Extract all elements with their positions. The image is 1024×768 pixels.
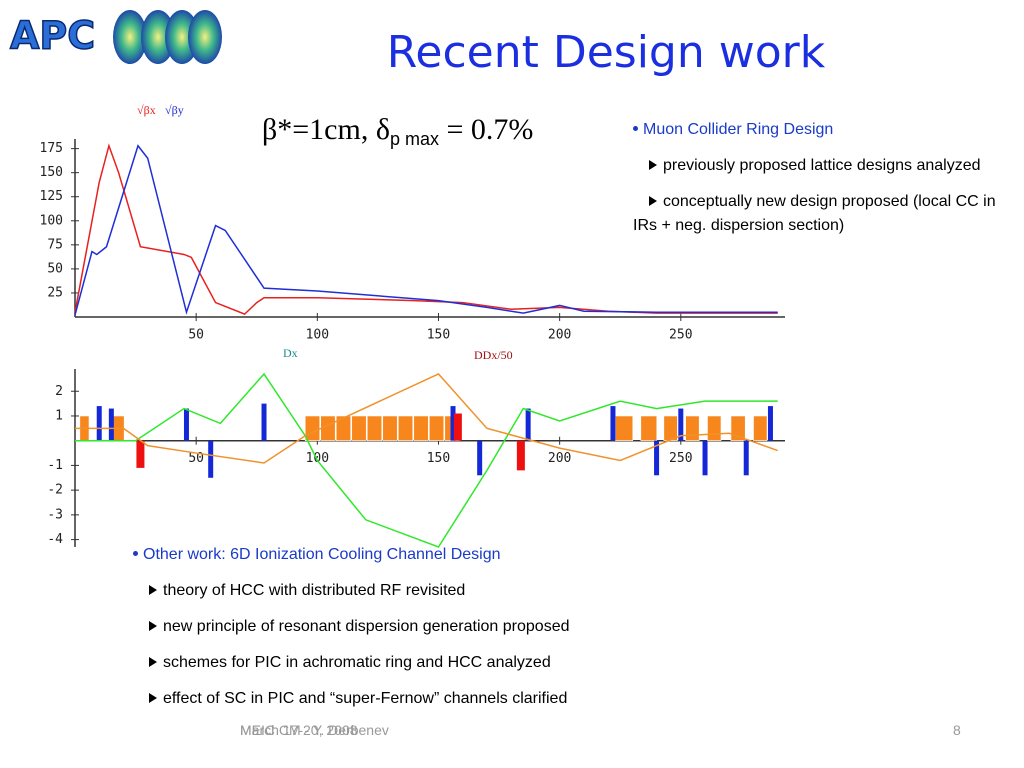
bottom-notes: Other work: 6D Ionization Cooling Channe… (133, 543, 753, 711)
series-line (75, 372, 778, 548)
y-tick-label: 125 (40, 189, 63, 204)
x-tick-label: 100 (306, 328, 329, 343)
quadrupole (702, 440, 708, 476)
y-tick-label: 2 (55, 384, 63, 399)
dipole (663, 415, 678, 441)
dipole (428, 415, 445, 441)
quadrupole (743, 440, 749, 476)
footer-date: March 17-20, 2008 (240, 722, 358, 738)
y-tick-label: 25 (47, 285, 63, 300)
quadrupole (525, 408, 531, 441)
note-heading: Other work: 6D Ionization Cooling Channe… (133, 543, 753, 567)
dipole (685, 415, 700, 441)
sextupole (136, 440, 145, 468)
dipole (615, 415, 634, 441)
y-tick-label: 100 (40, 213, 63, 228)
x-tick-label: 250 (669, 328, 692, 343)
formula: β*=1cm, δp max = 0.7% (262, 113, 533, 149)
x-tick-label: 50 (188, 328, 204, 343)
legend-label: √βy (165, 103, 184, 117)
dipole (304, 415, 321, 441)
formula-sub: p max (390, 129, 439, 149)
series-line (75, 373, 778, 464)
sextupole (516, 440, 525, 471)
formula-main: β*=1cm, δ (262, 113, 390, 146)
dipole (351, 415, 367, 441)
y-tick-label: 150 (40, 165, 63, 180)
series-line (74, 143, 778, 315)
dipole (397, 415, 414, 441)
quadrupole (678, 408, 684, 441)
quadrupole (610, 406, 616, 441)
y-tick-label: -4 (47, 532, 63, 547)
note-item: new principle of resonant dispersion gen… (133, 615, 753, 639)
y-tick-label: 1 (55, 408, 63, 423)
right-notes: Muon Collider Ring Design previously pro… (633, 118, 1013, 238)
dipole (413, 415, 429, 441)
quadrupole (261, 403, 267, 441)
note-heading: Muon Collider Ring Design (633, 118, 1013, 142)
x-tick-label: 250 (669, 451, 692, 466)
quadrupole (183, 408, 189, 441)
dipole (382, 415, 398, 441)
series-line (74, 144, 778, 316)
quadrupole (96, 406, 102, 441)
x-tick-label: 150 (427, 451, 450, 466)
quadrupole (654, 440, 660, 476)
legend-label: DDx/50 (474, 348, 513, 362)
dipole (366, 415, 383, 441)
slide-title: Recent Design work (387, 27, 826, 78)
y-tick-label: 75 (47, 237, 63, 252)
x-tick-label: 100 (306, 451, 329, 466)
y-tick-label: -3 (47, 507, 63, 522)
page-number: 8 (953, 722, 961, 738)
y-tick-label: -1 (47, 458, 63, 473)
dipole (640, 415, 658, 441)
quadrupole (477, 440, 483, 476)
note-item: effect of SC in PIC and “super-Fernow” c… (133, 687, 753, 711)
legend-label: Dx (283, 346, 298, 360)
x-tick-label: 150 (427, 328, 450, 343)
y-tick-label: -2 (47, 483, 63, 498)
note-item: conceptually new design proposed (local … (633, 190, 1013, 238)
y-tick-label: 175 (40, 141, 63, 156)
x-tick-label: 50 (188, 451, 204, 466)
quadrupole (767, 406, 773, 441)
legend-label: √βx (137, 103, 156, 117)
note-item: theory of HCC with distributed RF revisi… (133, 579, 753, 603)
logo: APC (9, 10, 222, 64)
dipole (707, 415, 722, 441)
logo-text: APC (10, 14, 95, 58)
sextupole (453, 413, 462, 441)
quadrupole (108, 408, 114, 441)
formula-rest: = 0.7% (439, 113, 533, 146)
y-tick-label: 50 (47, 261, 63, 276)
dipole (335, 415, 352, 441)
dipole (753, 415, 768, 441)
x-tick-label: 200 (548, 451, 571, 466)
quadrupole (450, 406, 456, 441)
footer-event: MEIC CM - Y. Derbenev (240, 722, 389, 738)
x-tick-label: 200 (548, 328, 571, 343)
note-item: previously proposed lattice designs anal… (633, 154, 1013, 178)
quadrupole (208, 440, 214, 478)
note-item: schemes for PIC in achromatic ring and H… (133, 651, 753, 675)
